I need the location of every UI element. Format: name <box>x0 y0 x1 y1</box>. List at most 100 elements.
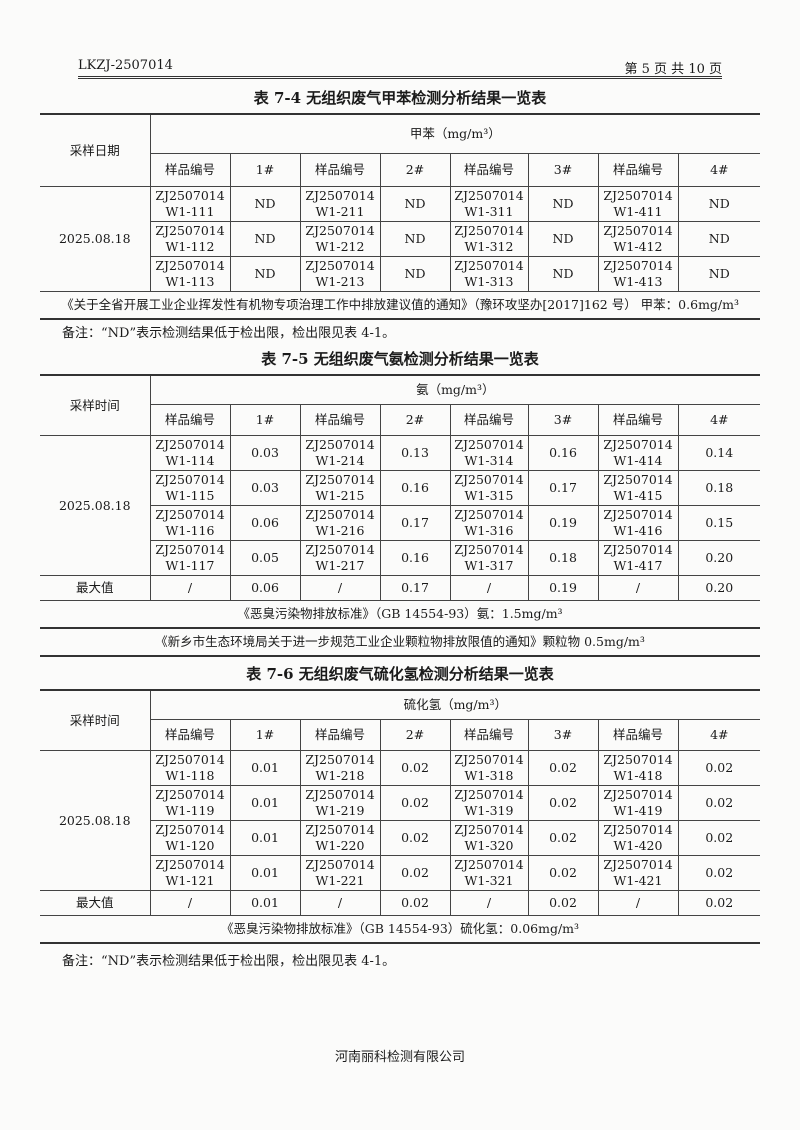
result-value: 0.16 <box>379 470 451 506</box>
page-content: LKZJ-2507014 第 5 页 共 10 页 表 7-4 无组织废气甲苯检… <box>40 56 761 970</box>
column-header: 1# <box>229 404 301 436</box>
max-value: / <box>149 890 231 916</box>
sample-id: ZJ2507014 W1-115 <box>150 470 231 506</box>
result-value: 0.02 <box>527 785 599 821</box>
max-value: / <box>597 575 679 601</box>
table-row: ZJ2507014 W1-119 0.01 ZJ2507014 W1-219 0.02… <box>40 785 761 821</box>
max-value: / <box>449 890 529 916</box>
result-value: 0.03 <box>229 470 301 506</box>
standard-text: 《恶臭污染物排放标准》（GB 14554-93）硫化氢：0.06mg/m³ <box>40 915 761 944</box>
report-number: LKZJ-2507014 <box>78 58 173 73</box>
result-value: ND <box>229 186 301 222</box>
sample-id: ZJ2507014 W1-221 <box>299 855 381 891</box>
column-header: 3# <box>527 719 599 751</box>
column-header: 样品编号 <box>299 404 381 436</box>
sample-id: ZJ2507014 W1-317 <box>449 540 529 576</box>
sample-id: ZJ2507014 W1-312 <box>449 221 529 257</box>
max-value: 0.17 <box>379 575 451 601</box>
page-number: 第 5 页 共 10 页 <box>624 62 722 77</box>
table-row: ZJ2507014 W1-113 ND ZJ2507014 W1-213 ND ZJ25… <box>40 256 761 292</box>
standard-text: 《恶臭污染物排放标准》（GB 14554-93）氨：1.5mg/m³ <box>40 600 761 629</box>
date-header: 采样时间 <box>40 374 151 436</box>
result-value: 0.18 <box>677 470 761 506</box>
result-value: 0.02 <box>379 750 451 786</box>
result-value: ND <box>379 221 451 257</box>
result-value: ND <box>677 186 761 222</box>
max-value: 0.02 <box>527 890 599 916</box>
result-value: ND <box>229 221 301 257</box>
sample-id: ZJ2507014 W1-311 <box>449 186 529 222</box>
result-value: 0.20 <box>677 540 761 576</box>
standard-text: 《关于全省开展工业企业挥发性有机物专项治理工作中排放建议值的通知》（豫环攻坚办[… <box>40 291 761 320</box>
result-value: 0.02 <box>379 785 451 821</box>
column-header: 样品编号 <box>299 153 381 187</box>
result-value: 0.05 <box>229 540 301 576</box>
result-value: 0.01 <box>229 750 301 786</box>
table-row: ZJ2507014 W1-116 0.06 ZJ2507014 W1-216 0.17… <box>40 505 761 541</box>
sample-id: ZJ2507014 W1-316 <box>449 505 529 541</box>
result-value: ND <box>379 256 451 292</box>
column-header: 4# <box>677 719 761 751</box>
column-header: 3# <box>527 404 599 436</box>
result-value: 0.16 <box>527 435 599 471</box>
header-row: 采样时间 氨（mg/m³） <box>40 374 761 436</box>
sample-id: ZJ2507014 W1-414 <box>597 435 679 471</box>
standard-row: 《关于全省开展工业企业挥发性有机物专项治理工作中排放建议值的通知》（豫环攻坚办[… <box>40 291 761 320</box>
result-value: 0.17 <box>379 505 451 541</box>
column-header: 4# <box>677 404 761 436</box>
result-value: 0.02 <box>379 820 451 856</box>
sample-id: ZJ2507014 W1-220 <box>299 820 381 856</box>
table-title: 表 7-6 无组织废气硫化氢检测分析结果一览表 <box>246 665 554 683</box>
max-value: / <box>449 575 529 601</box>
sample-id: ZJ2507014 W1-112 <box>150 221 231 257</box>
date-header: 采样时间 <box>40 689 151 751</box>
sample-id: ZJ2507014 W1-215 <box>299 470 381 506</box>
sample-id: ZJ2507014 W1-417 <box>597 540 679 576</box>
sampling-date: 2025.08.18 <box>40 750 151 891</box>
max-value: / <box>149 575 231 601</box>
page-header: LKZJ-2507014 第 5 页 共 10 页 <box>78 56 722 79</box>
result-value: 0.02 <box>677 820 761 856</box>
company-footer: 河南丽科检测有限公司 <box>334 1050 465 1065</box>
sample-id: ZJ2507014 W1-111 <box>149 186 231 222</box>
table-title: 表 7-5 无组织废气氨检测分析结果一览表 <box>261 350 539 368</box>
max-value: 0.01 <box>229 890 301 916</box>
table-note: 备注：“ND”表示检测结果低于检出限，检出限见表 4-1。 <box>62 954 396 969</box>
max-value: / <box>299 890 381 916</box>
result-value: 0.17 <box>527 470 599 506</box>
hydrogen-sulfide-table: 采样时间 硫化氢（mg/m³） 样品编号 1# 样品编号 2# 样品编号 3# 样品编号 4# 20… <box>40 689 761 944</box>
column-header: 2# <box>379 153 451 187</box>
column-header: 3# <box>527 153 599 187</box>
sample-id: ZJ2507014 W1-117 <box>150 540 231 576</box>
table-row: 2025.08.18 ZJ2507014 W1-111 ND ZJ2507014 W1… <box>40 186 761 292</box>
table-note: 备注：“ND”表示检测结果低于检出限，检出限见表 4-1。 <box>62 326 396 341</box>
table-row: 2025.08.18 ZJ2507014 W1-114 0.03 ZJ2507014 … <box>40 435 761 576</box>
max-value: 0.02 <box>677 890 761 916</box>
column-header: 2# <box>379 404 451 436</box>
result-value: 0.19 <box>527 505 599 541</box>
max-value: 0.02 <box>379 890 451 916</box>
column-header: 4# <box>677 153 761 187</box>
sample-id: ZJ2507014 W1-121 <box>150 855 231 891</box>
max-label: 最大值 <box>40 890 151 916</box>
result-value: 0.01 <box>229 855 301 891</box>
table-title: 表 7-4 无组织废气甲苯检测分析结果一览表 <box>253 89 547 107</box>
result-value: 0.02 <box>527 750 599 786</box>
result-value: ND <box>677 256 761 292</box>
column-header: 2# <box>379 719 451 751</box>
sample-id: ZJ2507014 W1-313 <box>449 256 529 292</box>
result-value: 0.16 <box>379 540 451 576</box>
sample-id: ZJ2507014 W1-411 <box>597 186 679 222</box>
sample-id: ZJ2507014 W1-217 <box>299 540 381 576</box>
result-value: 0.14 <box>677 435 761 471</box>
max-value: 0.19 <box>527 575 599 601</box>
pollutant-header: 甲苯（mg/m³） <box>149 113 761 154</box>
result-value: ND <box>527 221 599 257</box>
max-value: 0.20 <box>677 575 761 601</box>
standard-row: 《恶臭污染物排放标准》（GB 14554-93）硫化氢：0.06mg/m³ <box>40 915 761 944</box>
sample-id: ZJ2507014 W1-118 <box>149 750 231 786</box>
column-header: 样品编号 <box>597 153 679 187</box>
sample-id: ZJ2507014 W1-420 <box>597 820 679 856</box>
sample-id: ZJ2507014 W1-216 <box>299 505 381 541</box>
